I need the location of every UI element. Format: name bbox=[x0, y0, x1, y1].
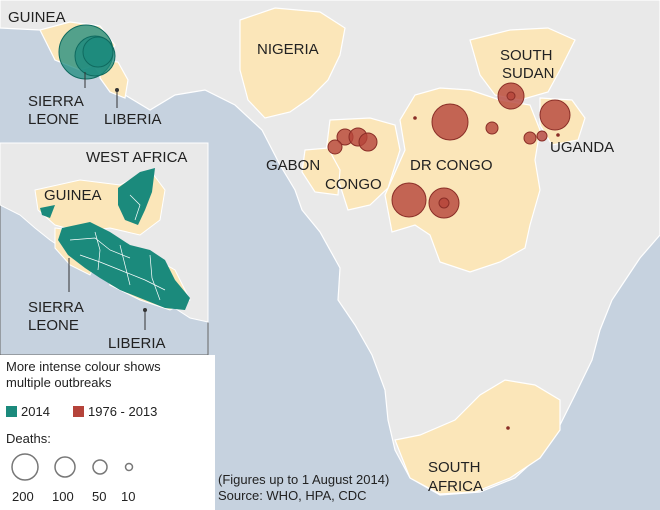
label-sierra-leone-2: LEONE bbox=[28, 111, 79, 128]
outbreak-circle bbox=[327, 139, 343, 155]
footnote-source: Source: WHO, HPA, CDC bbox=[218, 488, 367, 503]
inset-marker-dot bbox=[143, 308, 147, 312]
legend-size-10: 10 bbox=[121, 489, 136, 504]
swatch-past bbox=[73, 406, 84, 417]
label-sierra-leone-1: SIERRA bbox=[28, 93, 84, 110]
legend-key-2014: 2014 bbox=[6, 404, 50, 420]
inset-outbreak-area-2 bbox=[40, 205, 55, 218]
outbreak-circle bbox=[485, 121, 499, 135]
size-circle-10 bbox=[124, 462, 134, 472]
legend-key-past: 1976 - 2013 bbox=[73, 404, 157, 420]
legend-key-past-label: 1976 - 2013 bbox=[88, 404, 158, 419]
outbreak-circle-liberia bbox=[82, 36, 114, 68]
label-south-sudan-2: SUDAN bbox=[502, 65, 555, 82]
legend-size-circles bbox=[11, 453, 134, 481]
inset-outbreak-area-1 bbox=[118, 168, 155, 225]
country-south-sudan bbox=[469, 27, 576, 101]
outbreaks-past bbox=[327, 82, 571, 219]
inset-label-sierra-leone-1: SIERRA bbox=[28, 299, 84, 316]
legend-note-1: More intense colour shows bbox=[6, 359, 161, 374]
country-dr-congo bbox=[384, 87, 541, 273]
marker-dot bbox=[115, 88, 119, 92]
label-south-sudan-1: SOUTH bbox=[500, 47, 553, 64]
outbreak-circle bbox=[358, 132, 378, 152]
legend: More intense colour shows multiple outbr… bbox=[0, 355, 215, 510]
outbreak-circle bbox=[523, 131, 537, 145]
label-guinea: GUINEA bbox=[8, 9, 66, 26]
legend-size-200: 200 bbox=[12, 489, 34, 504]
outbreak-circle bbox=[431, 103, 469, 141]
size-circle-50 bbox=[92, 459, 108, 475]
inset-west-africa: WEST AFRICA GUINEA SIERRA LEONE LIBERIA bbox=[0, 142, 209, 356]
inset-label-guinea: GUINEA bbox=[44, 187, 102, 204]
outbreak-circle bbox=[536, 130, 548, 142]
inset-label-liberia: LIBERIA bbox=[108, 335, 166, 352]
legend-note-2: multiple outbreaks bbox=[6, 375, 112, 390]
inset-title: WEST AFRICA bbox=[86, 149, 187, 166]
outbreak-dot bbox=[413, 116, 417, 120]
outbreak-circle bbox=[539, 99, 571, 131]
size-circle-100 bbox=[54, 456, 76, 478]
outbreak-circle bbox=[438, 197, 450, 209]
inset-outbreak-area-3 bbox=[58, 222, 190, 310]
country-nigeria bbox=[239, 7, 346, 119]
inset-label-sierra-leone-2: LEONE bbox=[28, 317, 79, 334]
country-south-africa bbox=[394, 379, 561, 495]
outbreak-dot bbox=[506, 426, 510, 430]
legend-deaths-title: Deaths: bbox=[6, 431, 51, 446]
outbreaks-2014 bbox=[58, 24, 116, 80]
outbreak-circle bbox=[391, 182, 427, 218]
label-liberia: LIBERIA bbox=[104, 111, 162, 128]
label-south-africa-1: SOUTH bbox=[428, 459, 481, 476]
label-dr-congo: DR CONGO bbox=[410, 157, 493, 174]
outbreak-circle bbox=[506, 91, 516, 101]
legend-size-50: 50 bbox=[92, 489, 107, 504]
size-circle-200 bbox=[11, 453, 39, 481]
legend-key-2014-label: 2014 bbox=[21, 404, 50, 419]
outbreak-dot bbox=[556, 133, 560, 137]
label-uganda: UGANDA bbox=[550, 139, 614, 156]
label-nigeria: NIGERIA bbox=[257, 41, 319, 58]
footnote-date: (Figures up to 1 August 2014) bbox=[218, 472, 389, 487]
inset-district-lines bbox=[69, 194, 166, 301]
label-gabon: GABON bbox=[266, 157, 320, 174]
legend-size-100: 100 bbox=[52, 489, 74, 504]
label-south-africa-2: AFRICA bbox=[428, 478, 483, 495]
label-congo: CONGO bbox=[325, 176, 382, 193]
swatch-2014 bbox=[6, 406, 17, 417]
